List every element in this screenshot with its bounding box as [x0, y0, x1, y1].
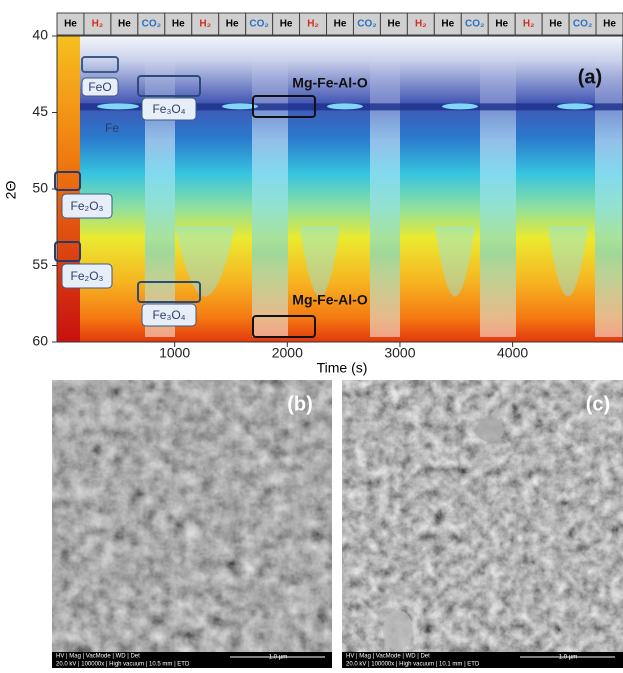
panel-label: (a): [578, 66, 602, 88]
panel-label: (c): [586, 393, 610, 415]
band-spot: [327, 103, 363, 109]
y-tick-label: 50: [32, 180, 48, 196]
y-tick-label: 60: [32, 333, 48, 349]
y-tick-label: 40: [32, 27, 48, 43]
panel-label: (b): [287, 393, 313, 415]
info-headers: HV | Mag | VacMode | WD | Det: [346, 654, 430, 660]
gas-label: He: [334, 19, 347, 30]
page: He H₂ He CO₂ He H₂ He CO₂ He H₂ He CO₂ He H₂ He CO₂ He H₂…: [0, 0, 623, 668]
gas-label: CO₂: [142, 19, 161, 30]
scale-label: 1.0 µm: [559, 655, 577, 661]
particle: [476, 418, 504, 442]
info-values: 20.0 kV | 100000x | High vacuum | 10.1 m…: [346, 662, 480, 668]
gas-label: He: [118, 19, 131, 30]
streak: [595, 56, 623, 337]
x-tick-label: 1000: [159, 345, 190, 361]
phase-label: Mg-Fe-Al-O: [292, 75, 368, 91]
gas-label: H₂: [199, 19, 211, 30]
particle: [383, 610, 413, 650]
gas-label: He: [226, 19, 239, 30]
gas-label: He: [280, 19, 293, 30]
gas-label: H₂: [523, 19, 535, 30]
phase-label: Fe₂O₃: [71, 269, 104, 283]
x-tick-label: 2000: [272, 345, 303, 361]
gas-label: He: [603, 19, 616, 30]
sem-image: [52, 380, 332, 652]
phase-label: Fe: [105, 121, 119, 135]
gas-label: CO₂: [465, 19, 484, 30]
x-tick-label: 4000: [497, 345, 528, 361]
phase-label: Fe₂O₃: [71, 199, 104, 213]
y-tick-label: 45: [32, 103, 48, 119]
band-spot: [557, 103, 593, 109]
panel-c: (c) HV | Mag | VacMode | WD | Det 20.0 k…: [342, 380, 623, 668]
gas-label: H₂: [415, 19, 427, 30]
gas-label: CO₂: [573, 19, 592, 30]
gas-label: He: [549, 19, 562, 30]
y-tick-label: 55: [32, 256, 48, 272]
gas-label: He: [64, 19, 77, 30]
info-headers: HV | Mag | VacMode | WD | Det: [56, 654, 140, 660]
phase-label: Fe₃O₄: [152, 102, 185, 116]
x-tick-label: 3000: [384, 345, 415, 361]
gas-label: CO₂: [249, 19, 268, 30]
gas-label: He: [388, 19, 401, 30]
band-spot: [442, 103, 478, 109]
streak: [480, 56, 516, 337]
gas-label: He: [495, 19, 508, 30]
streak: [370, 56, 400, 337]
gas-label: H₂: [92, 19, 104, 30]
streak: [252, 56, 288, 337]
y-axis-label: 2Θ: [3, 181, 19, 200]
gas-label: He: [441, 19, 454, 30]
band-spot: [97, 103, 139, 109]
panel-b: (b) HV | Mag | VacMode | WD | Det 20.0 k…: [52, 380, 332, 668]
panel-a: He H₂ He CO₂ He H₂ He CO₂ He H₂ He CO₂ He H₂ He CO₂ He H₂…: [3, 13, 623, 376]
info-values: 20.0 kV | 100000x | High vacuum | 10.5 m…: [56, 662, 190, 668]
phase-label: FeO: [88, 80, 111, 94]
gas-label: He: [172, 19, 185, 30]
x-axis-label: Time (s): [317, 360, 368, 376]
gas-label: H₂: [307, 19, 319, 30]
gas-label: CO₂: [357, 19, 376, 30]
phase-label: Mg-Fe-Al-O: [292, 292, 368, 308]
figure: He H₂ He CO₂ He H₂ He CO₂ He H₂ He CO₂ He H₂ He CO₂ He H₂…: [0, 0, 623, 668]
phase-label: Fe₃O₄: [152, 308, 185, 322]
scale-label: 1.0 µm: [269, 655, 287, 661]
